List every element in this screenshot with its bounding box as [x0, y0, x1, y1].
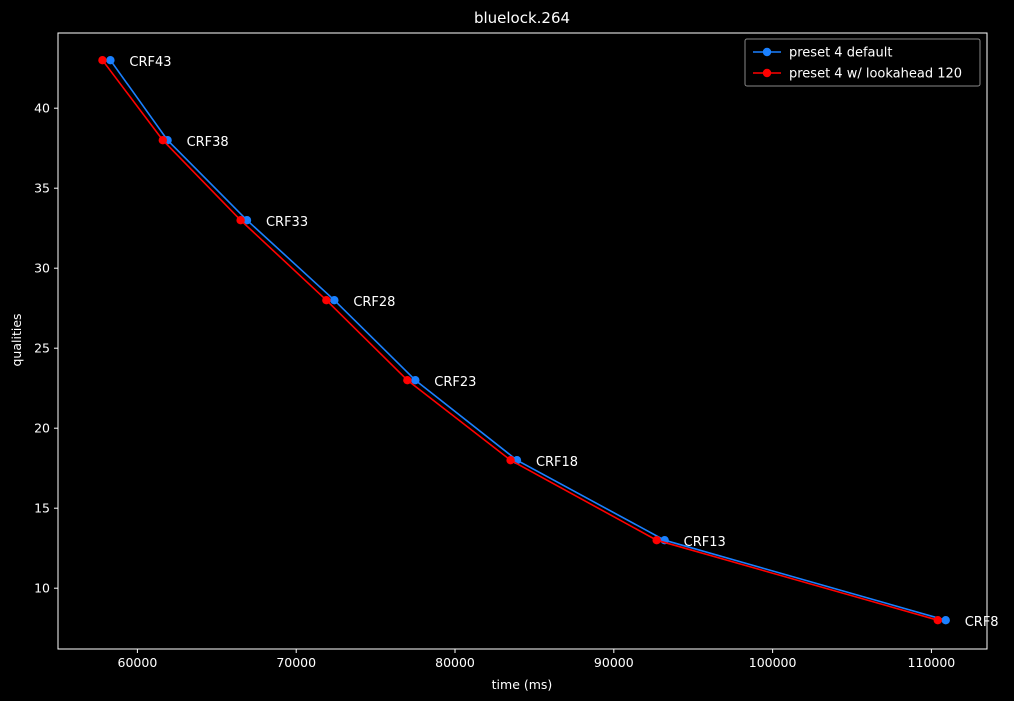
y-tick-label: 10: [34, 581, 50, 596]
crf-annotation: CRF23: [434, 375, 476, 390]
crf-annotation: CRF33: [266, 215, 308, 230]
crf-annotation: CRF28: [353, 295, 395, 310]
y-tick-label: 15: [34, 501, 50, 516]
data-point-series-0: [242, 216, 252, 225]
y-tick-label: 35: [34, 181, 50, 196]
x-axis-label: time (ms): [492, 677, 553, 692]
y-axis-label: qualities: [9, 313, 24, 366]
data-point-series-1: [933, 616, 942, 625]
x-tick-label: 110000: [908, 655, 956, 670]
data-point-series-1: [158, 136, 168, 145]
legend: preset 4 default preset 4 w/ lookahead 12…: [744, 38, 981, 87]
chart-title: bluelock.264: [474, 9, 570, 27]
legend-entry-label: preset 4 default: [789, 46, 892, 61]
y-tick-label: 30: [34, 261, 50, 276]
x-tick-label: 90000: [594, 655, 634, 670]
crf-annotation: CRF13: [684, 535, 726, 550]
data-point-series-0: [330, 296, 339, 305]
y-tick-label: 25: [34, 341, 50, 356]
data-point-series-1: [403, 376, 412, 385]
data-point-series-1: [322, 296, 331, 305]
data-point-series-1: [98, 56, 107, 65]
data-point-series-0: [941, 616, 950, 625]
x-tick-label: 100000: [749, 655, 797, 670]
legend-swatch-marker: [762, 47, 772, 57]
series-line-0: [109, 59, 946, 621]
crf-annotation: CRF18: [536, 455, 578, 470]
y-tick-label: 40: [34, 101, 50, 116]
crf-annotation: CRF38: [187, 135, 229, 150]
data-point-series-1: [236, 216, 245, 225]
x-tick-label: 70000: [276, 655, 316, 670]
legend-entry-label: preset 4 w/ lookahead 120: [789, 67, 962, 82]
series-line-1: [101, 59, 938, 621]
x-tick-label: 80000: [435, 655, 475, 670]
plot-area: 60000 70000 80000 90000 100000 110000 10 15 20 25…: [34, 32, 999, 670]
legend-frame: [744, 38, 981, 87]
data-point-series-1: [506, 456, 515, 465]
crf-annotation: CRF43: [129, 55, 171, 70]
data-point-series-0: [106, 56, 115, 65]
legend-swatch-marker: [762, 68, 772, 78]
x-tick-label: 60000: [118, 655, 158, 670]
crf-annotation: CRF8: [965, 615, 999, 630]
axes-frame: [57, 32, 988, 650]
y-tick-label: 20: [34, 421, 50, 436]
data-point-series-1: [652, 536, 661, 545]
data-point-series-0: [411, 376, 420, 385]
